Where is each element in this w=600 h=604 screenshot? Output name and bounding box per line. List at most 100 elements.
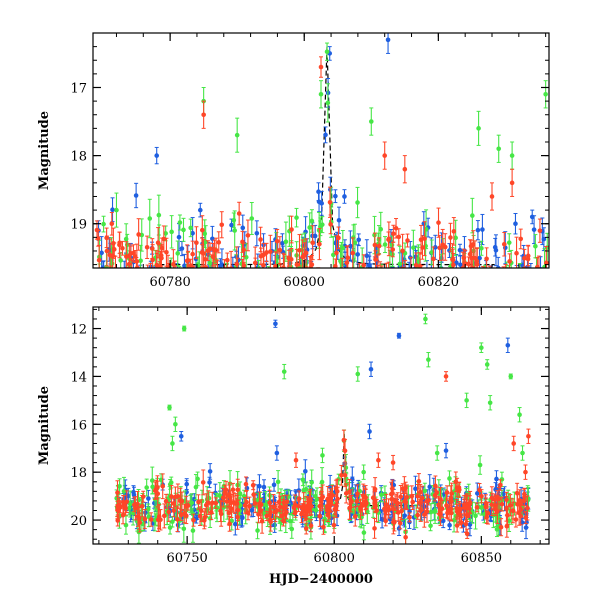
data-point: [232, 211, 237, 250]
data-point: [497, 270, 502, 298]
data-point: [123, 275, 128, 303]
data-point: [127, 272, 132, 302]
data-point: [240, 282, 245, 301]
data-point: [485, 360, 490, 370]
data-point: [117, 320, 122, 343]
data-point: [173, 417, 178, 431]
data-point: [351, 258, 356, 291]
data-point: [182, 326, 187, 331]
data-point: [301, 474, 306, 486]
data-point: [468, 298, 473, 309]
data-point: [355, 367, 360, 381]
data-point: [259, 248, 264, 264]
data-point: [444, 372, 449, 382]
data-point: [535, 267, 540, 289]
data-point: [202, 284, 207, 316]
data-point: [513, 273, 518, 294]
data-point: [480, 214, 485, 244]
data-point: [97, 245, 102, 274]
data-point: [521, 288, 526, 314]
data-point: [102, 290, 107, 308]
data-point: [276, 271, 281, 299]
data-point: [502, 233, 507, 256]
x-tick-label: 60800: [284, 275, 325, 290]
data-point: [201, 101, 206, 128]
data-point: [509, 273, 514, 297]
data-point: [543, 277, 548, 298]
data-point: [93, 268, 98, 302]
data-point: [292, 287, 297, 313]
model-curve: [159, 47, 494, 265]
data-point: [361, 465, 366, 479]
data-point: [517, 408, 522, 422]
data-point: [501, 280, 506, 293]
y-tick-label: 16: [70, 418, 87, 433]
data-point: [368, 275, 373, 288]
data-point: [116, 318, 121, 335]
data-point: [273, 320, 278, 327]
series-red: [92, 57, 549, 335]
data-point: [405, 234, 410, 247]
data-point: [289, 216, 294, 243]
data-point: [376, 453, 381, 467]
data-point: [507, 265, 512, 287]
data-point: [514, 265, 519, 293]
data-point: [355, 187, 360, 217]
data-point: [391, 455, 396, 469]
data-point: [510, 169, 515, 196]
data-point: [126, 265, 131, 297]
data-point: [490, 183, 495, 210]
data-point: [104, 289, 109, 304]
data-point: [356, 234, 361, 246]
data-point: [432, 503, 437, 520]
data-point: [514, 237, 519, 269]
data-point: [476, 111, 481, 145]
data-point: [179, 431, 184, 441]
data-point: [498, 298, 503, 329]
data-point: [260, 266, 265, 285]
data-point: [447, 521, 452, 530]
data-point: [367, 424, 372, 438]
data-point: [510, 142, 515, 169]
data-point: [356, 268, 361, 296]
data-point: [478, 456, 483, 474]
x-tick-label: 60850: [461, 551, 502, 566]
data-point: [114, 193, 119, 227]
x-tick-label: 60780: [149, 275, 190, 290]
data-point: [154, 147, 159, 163]
data-point: [513, 214, 518, 234]
data-point: [518, 273, 523, 303]
data-point: [405, 301, 410, 315]
data-point: [275, 265, 280, 297]
data-point: [400, 285, 405, 304]
data-point: [140, 269, 145, 292]
data-point: [526, 429, 531, 443]
y-axis-title: Magnitude: [37, 111, 52, 190]
data-point: [105, 282, 110, 297]
data-point: [205, 269, 210, 281]
data-point: [110, 198, 115, 222]
data-point: [479, 343, 484, 353]
data-point: [298, 292, 303, 313]
data-point: [406, 279, 411, 299]
data-point: [237, 202, 242, 225]
data-point: [255, 522, 260, 538]
data-point: [503, 232, 508, 264]
data-point: [157, 195, 162, 235]
data-point: [294, 453, 299, 467]
data-point: [320, 448, 325, 462]
data-point: [505, 271, 510, 306]
data-point: [111, 270, 116, 284]
data-point: [369, 362, 374, 376]
data-point: [507, 272, 512, 290]
data-point: [319, 81, 324, 108]
data-point: [403, 156, 408, 183]
data-point: [229, 251, 234, 285]
data-point: [198, 268, 203, 294]
data-point: [220, 298, 225, 311]
data-point: [517, 288, 522, 304]
data-point: [276, 471, 281, 493]
data-point: [367, 256, 372, 274]
